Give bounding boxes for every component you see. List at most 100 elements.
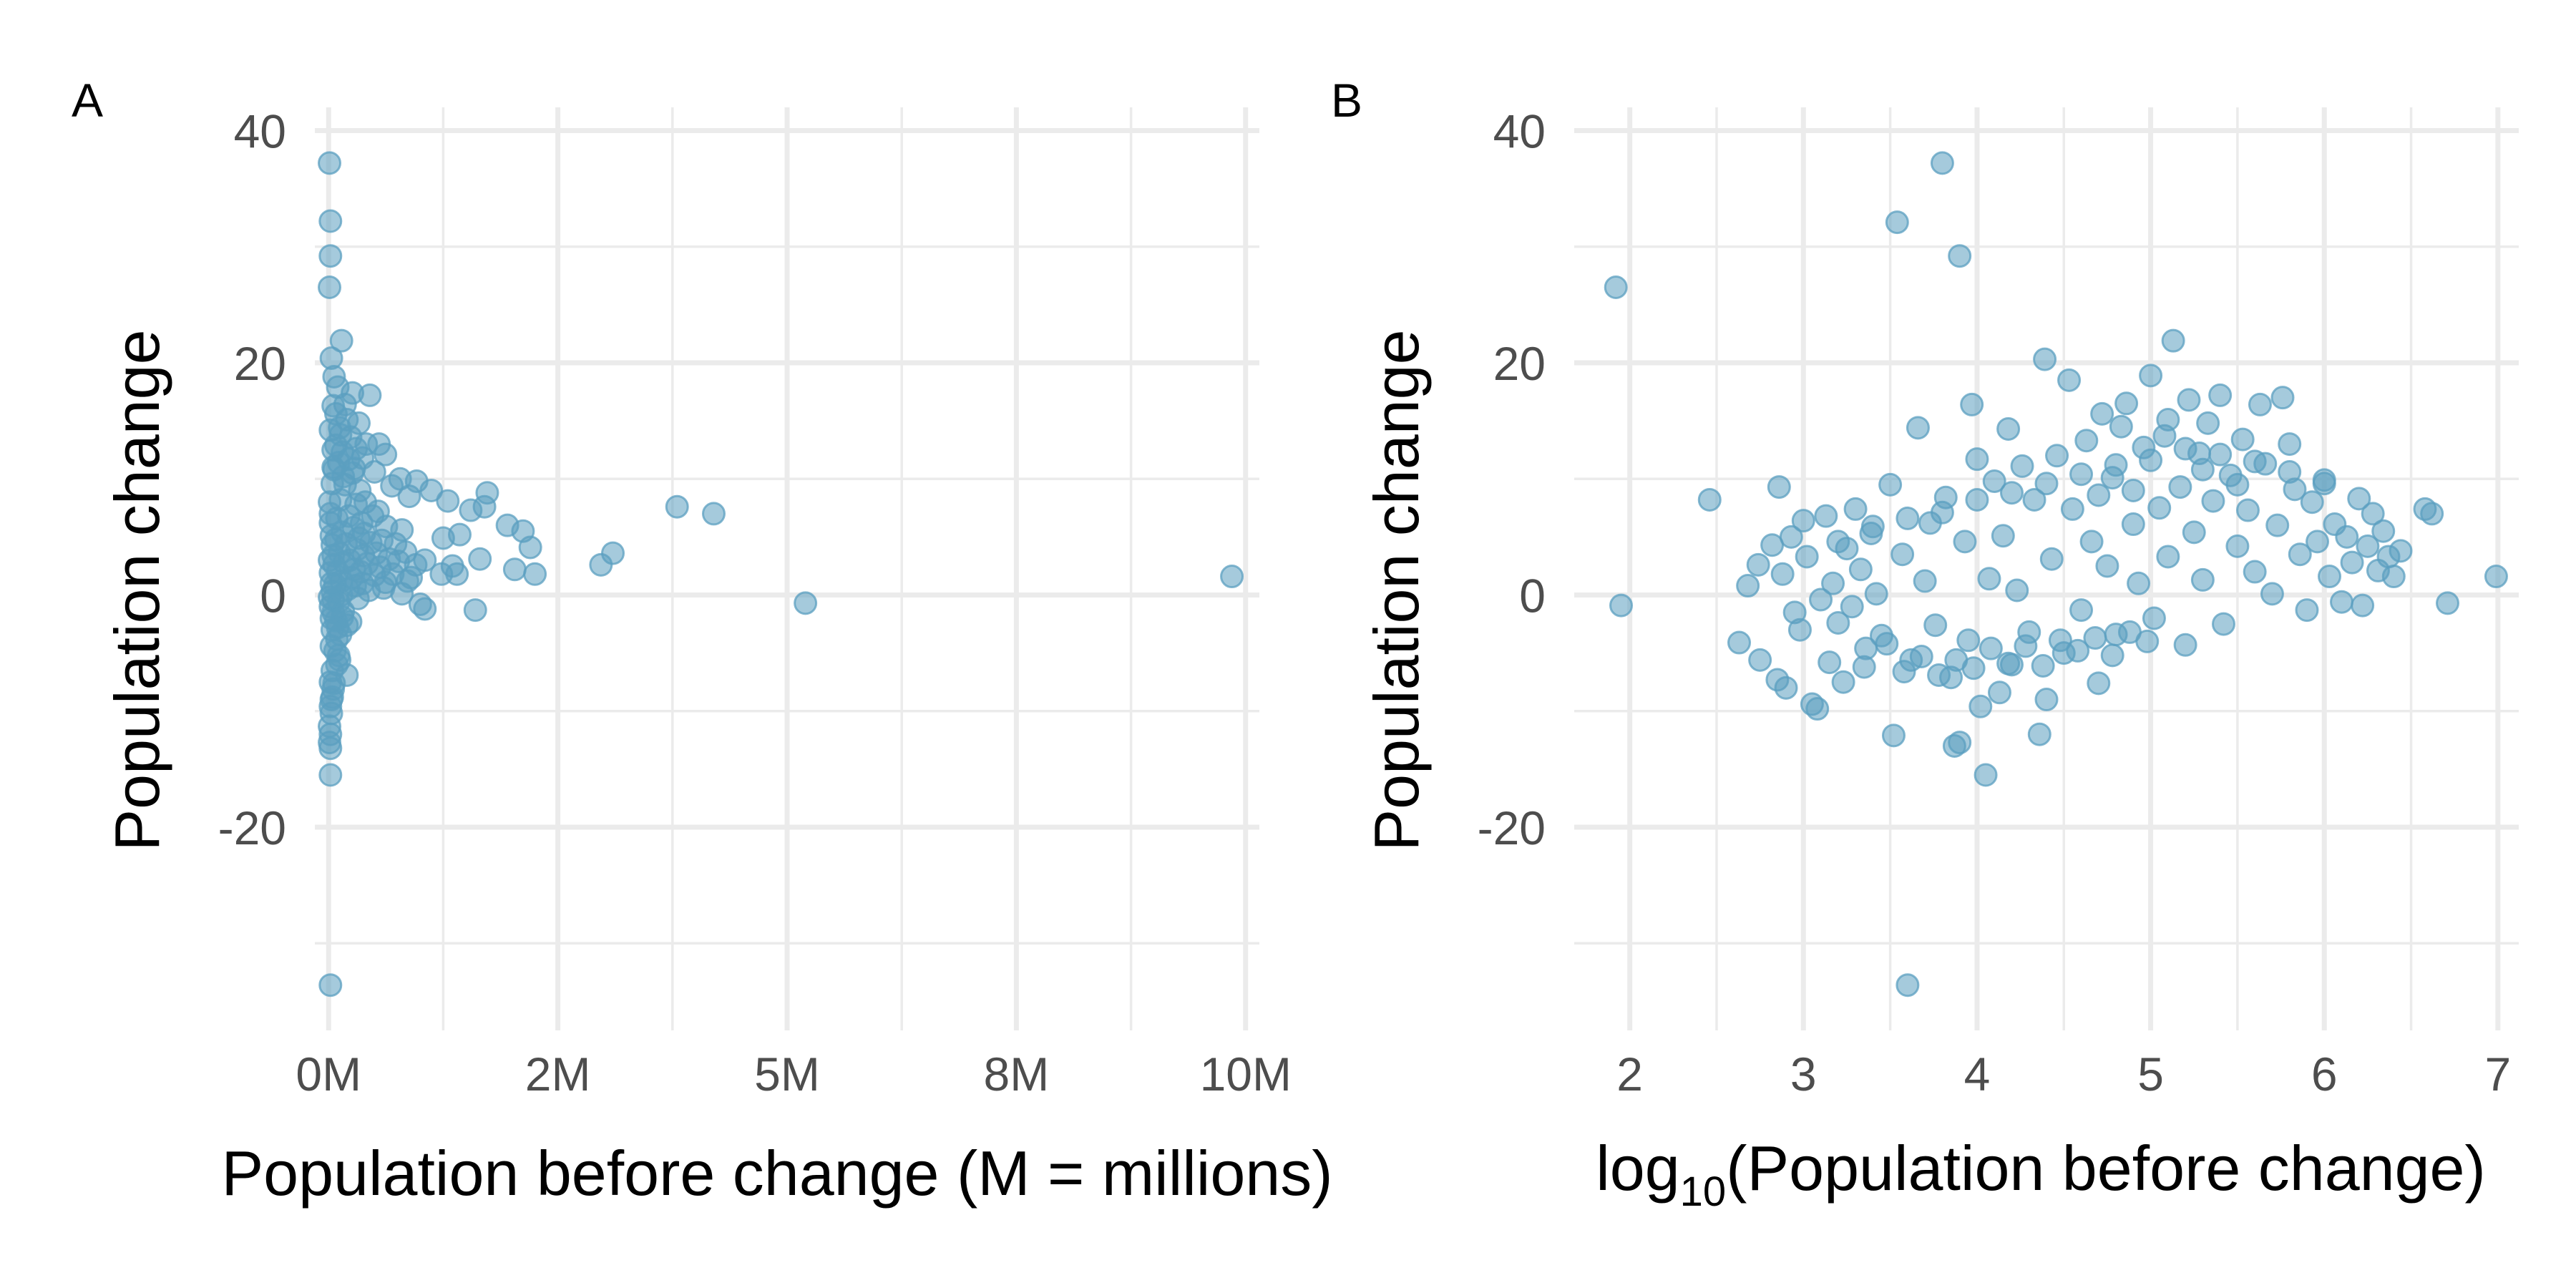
data-point [2270, 386, 2295, 410]
y-tick-label: 0 [260, 570, 286, 623]
x-tick-label: 5 [2137, 1048, 2164, 1101]
data-point [2356, 534, 2380, 558]
y-tick-label: 40 [234, 104, 286, 157]
data-point [2173, 436, 2197, 461]
data-point [2381, 565, 2406, 589]
data-point [1860, 514, 1885, 539]
data-point [329, 583, 353, 608]
data-point [2087, 483, 2111, 507]
data-point [468, 547, 492, 571]
data-point [374, 442, 398, 467]
data-point [2027, 722, 2051, 746]
data-point [1890, 542, 1915, 567]
data-point [2235, 498, 2260, 522]
data-point [2039, 547, 2064, 571]
data-point [2142, 606, 2166, 630]
data-point [1848, 557, 1873, 582]
data-point [1809, 587, 1833, 612]
x-tick-label: 10M [1200, 1048, 1292, 1101]
data-point [1220, 565, 1244, 589]
data-point [1996, 651, 2021, 675]
data-point [390, 518, 414, 542]
data-point [1999, 481, 2024, 505]
data-point [1748, 648, 1772, 672]
data-point [2156, 407, 2180, 431]
data-point [1767, 475, 1791, 499]
data-point [2127, 571, 2151, 595]
data-point [1697, 487, 1722, 512]
panel-a-x-tick-labels: 0M 2M 5M 8M 10M [296, 1048, 1292, 1101]
panel-b-x-axis-title: log10(Population before change) [1596, 1133, 2486, 1215]
data-point [1826, 610, 1850, 635]
panel-a-y-axis-title: Population change [102, 329, 172, 851]
data-point [2079, 530, 2104, 554]
data-point [318, 275, 342, 300]
data-point [2069, 598, 2094, 623]
y-tick-label: -20 [1478, 801, 1546, 854]
data-point [408, 592, 432, 616]
data-point [318, 244, 343, 268]
data-point [380, 474, 404, 498]
panel-a: A 0M 2M 5M 8M 10M -20 0 20 40 Population before… [72, 74, 1333, 1209]
data-point [397, 484, 421, 509]
data-point [2069, 462, 2094, 487]
data-point [2034, 472, 2059, 496]
data-point [1852, 655, 1876, 679]
data-point [1831, 670, 1855, 694]
data-point [1896, 973, 1920, 997]
panel-b-y-axis-title: Population change [1361, 329, 1432, 851]
data-point [589, 552, 613, 577]
data-point [362, 460, 386, 484]
data-point [2177, 388, 2201, 412]
data-point [1982, 469, 2006, 493]
data-point [2318, 565, 2342, 589]
data-point [1818, 650, 1842, 675]
data-point [1956, 628, 1981, 653]
panel-b-points [1604, 151, 2508, 997]
data-point [1948, 244, 1972, 268]
data-point [2139, 364, 2163, 388]
data-point [2260, 582, 2284, 606]
data-point [2156, 545, 2180, 569]
data-point [326, 643, 351, 668]
panel-a-points [318, 151, 1244, 997]
data-point [2083, 626, 2107, 650]
data-point [2201, 489, 2225, 513]
data-point [2278, 460, 2302, 484]
x-tick-label: 2M [525, 1048, 591, 1101]
data-point [2389, 539, 2413, 563]
data-point [2330, 590, 2353, 614]
data-point [1791, 509, 1815, 533]
data-point [1770, 562, 1795, 586]
data-point [2225, 472, 2250, 497]
data-point [320, 685, 344, 709]
data-point [2173, 633, 2197, 657]
data-point [1991, 524, 2015, 548]
data-point [2074, 429, 2099, 453]
panel-b-x-tick-labels: 2 3 4 5 6 7 [1616, 1048, 2511, 1101]
data-point [1913, 569, 1937, 593]
data-point [2351, 593, 2375, 618]
data-point [2104, 453, 2128, 477]
data-point [1604, 275, 1628, 300]
data-point [2182, 520, 2206, 545]
panel-b-grid [1574, 107, 2519, 1030]
panel-a-y-tick-labels: -20 0 20 40 [218, 104, 286, 854]
data-point [1779, 525, 1803, 549]
data-point [2436, 591, 2460, 615]
data-point [2212, 612, 2235, 636]
data-point [2100, 643, 2124, 668]
data-point [1896, 506, 1920, 530]
data-point [1987, 680, 2011, 705]
x-tick-label: 7 [2485, 1048, 2512, 1101]
data-point [1909, 645, 1933, 669]
y-tick-label: 20 [234, 337, 286, 390]
data-point [1953, 530, 1977, 554]
data-point [2190, 567, 2215, 592]
data-point [318, 763, 343, 787]
panel-b-x-axis-title-rest: (Population before change) [1726, 1133, 2486, 1204]
data-point [1864, 582, 1888, 606]
data-point [2306, 530, 2330, 554]
data-point [2371, 519, 2396, 543]
